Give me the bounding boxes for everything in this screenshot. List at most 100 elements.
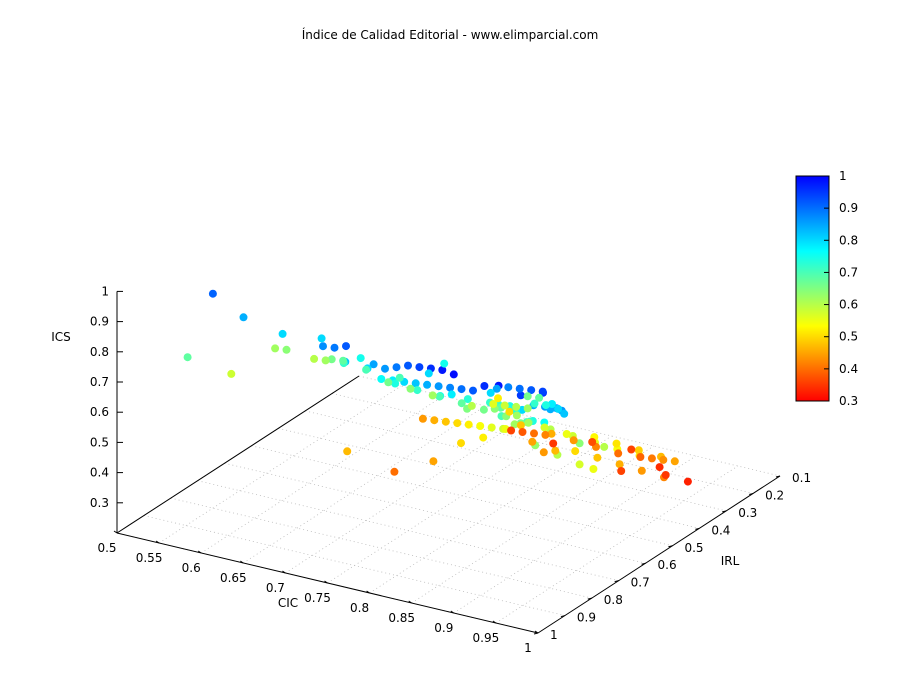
- data-point: [541, 430, 550, 439]
- x-tick-label: 0.5: [97, 541, 116, 555]
- data-point: [429, 457, 438, 466]
- y-tick-mark: [587, 597, 592, 600]
- data-point: [547, 429, 556, 438]
- data-point: [339, 356, 348, 365]
- data-point: [614, 449, 623, 458]
- x-tick-label: 0.85: [388, 611, 415, 625]
- data-point: [430, 416, 439, 425]
- colorbar-tick-label: 0.8: [839, 233, 858, 247]
- data-point: [524, 418, 533, 427]
- data-point: [463, 395, 472, 404]
- grid-line-y: [170, 497, 592, 599]
- grid-line-y: [143, 515, 565, 616]
- x-tick-mark: [197, 550, 202, 554]
- data-point: [670, 457, 679, 466]
- data-point: [464, 420, 473, 429]
- grid-line-x: [158, 385, 402, 544]
- data-point: [515, 384, 524, 393]
- data-point: [390, 467, 399, 476]
- data-point: [518, 428, 527, 436]
- data-point: [319, 342, 327, 351]
- data-point: [562, 430, 571, 438]
- data-point: [489, 400, 498, 408]
- grid-line-x: [369, 435, 612, 594]
- data-point: [415, 363, 424, 372]
- data-point: [282, 345, 291, 354]
- data-point: [457, 439, 465, 448]
- colorbar-tick-label: 0.9: [839, 201, 858, 215]
- data-point: [321, 356, 330, 365]
- data-point: [539, 448, 548, 457]
- grid-line-y: [305, 410, 727, 512]
- data-point: [541, 401, 550, 410]
- data-point: [418, 414, 427, 423]
- data-point: [428, 391, 437, 400]
- y-tick-label: 0.3: [738, 506, 757, 520]
- grid-line-y: [251, 445, 673, 547]
- data-point: [549, 439, 558, 448]
- x-tick-label: 0.95: [473, 631, 500, 645]
- colorbar-tick-label: 0.3: [839, 394, 858, 408]
- data-point: [330, 343, 339, 352]
- data-point: [446, 383, 455, 392]
- z-tick-label: 0.9: [90, 315, 109, 329]
- x-tick-label: 0.6: [182, 561, 201, 575]
- data-point: [208, 289, 217, 298]
- y-tick-label: 0.6: [658, 558, 677, 572]
- data-point: [617, 467, 626, 475]
- z-axis-label: ICS: [51, 330, 71, 344]
- data-point: [441, 417, 450, 426]
- data-point: [342, 342, 350, 351]
- data-point: [476, 422, 485, 430]
- data-point: [317, 334, 326, 343]
- data-point: [512, 402, 521, 411]
- data-point: [575, 439, 584, 448]
- data-point: [469, 386, 477, 395]
- data-point: [467, 401, 476, 410]
- data-point: [575, 460, 584, 469]
- data-point: [661, 471, 670, 479]
- data-point: [551, 446, 560, 455]
- chart-title: Índice de Calidad Editorial - www.elimpa…: [302, 27, 599, 42]
- data-point: [535, 393, 544, 402]
- x-tick-label: 0.7: [266, 581, 285, 595]
- data-point: [440, 359, 449, 368]
- data-point: [424, 369, 433, 378]
- grid-line-x: [285, 415, 528, 574]
- y-axis-line: [537, 475, 781, 634]
- data-point: [627, 445, 636, 454]
- data-point: [435, 392, 444, 401]
- data-point: [356, 354, 365, 363]
- grid-line-x: [495, 465, 739, 624]
- data-point: [271, 344, 280, 353]
- data-point: [227, 369, 236, 378]
- data-point: [434, 382, 443, 391]
- colorbar-tick-label: 0.7: [839, 265, 858, 279]
- data-point: [655, 463, 664, 472]
- data-point: [528, 437, 537, 446]
- data-point: [423, 380, 432, 389]
- data-point: [540, 423, 549, 432]
- data-point: [659, 455, 668, 464]
- data-point: [492, 384, 501, 393]
- x-tick-label: 0.8: [350, 601, 369, 615]
- data-point: [571, 447, 580, 456]
- x-tick-label: 0.65: [220, 571, 247, 585]
- colorbar-tick-label: 0.6: [839, 298, 858, 312]
- grid-line-x: [243, 405, 486, 564]
- data-point: [479, 433, 488, 442]
- grid-line-y: [332, 393, 754, 494]
- data-point: [239, 313, 248, 322]
- x-tick-mark: [408, 600, 412, 604]
- z-tick-label: 0.4: [90, 466, 109, 480]
- data-point: [538, 387, 547, 396]
- data-point: [494, 394, 502, 403]
- data-point: [362, 365, 371, 374]
- data-point: [504, 383, 513, 392]
- data-point: [413, 386, 422, 395]
- axes: [113, 290, 781, 635]
- x-tick-mark: [282, 570, 286, 574]
- data-point: [523, 392, 532, 401]
- data-point: [480, 382, 489, 390]
- data-point: [530, 429, 538, 438]
